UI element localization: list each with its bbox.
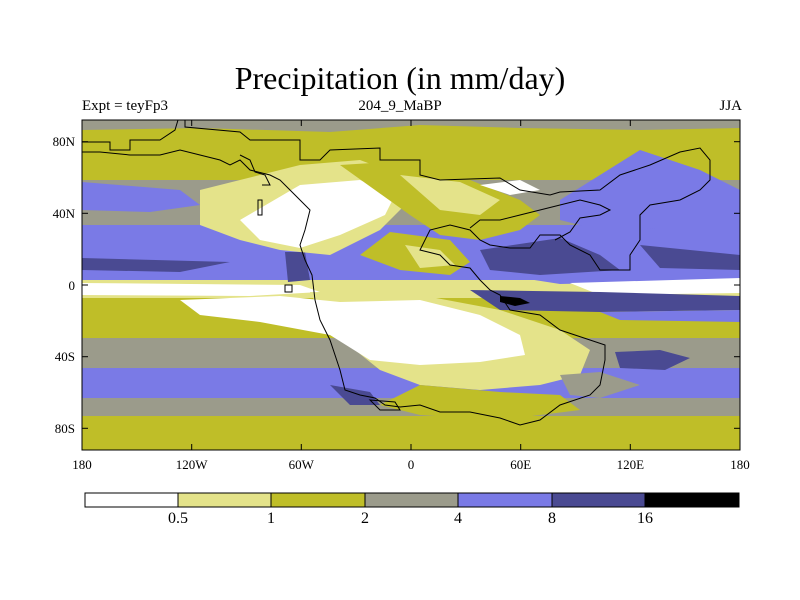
colorbar-box (270, 492, 366, 508)
x-tick-marks (81, 120, 741, 450)
y-tick-label: 40N (53, 206, 76, 221)
x-tick-label: 60E (510, 457, 531, 472)
continent-outlines (82, 120, 711, 426)
colorbar-label: 16 (637, 510, 653, 527)
itcz-navy-far-east (640, 245, 740, 270)
x-tick-label: 120W (176, 457, 209, 472)
x-tick-label: 0 (408, 457, 415, 472)
tethys-pale (405, 245, 455, 268)
y-tick-label: 80S (55, 421, 75, 436)
asia-blue (560, 150, 740, 230)
itcz-navy-west (82, 258, 230, 272)
y-tick-marks (82, 141, 740, 429)
south-navy-east (615, 350, 690, 370)
colorbar-label: 4 (454, 510, 462, 527)
colorbar-label: 1 (267, 510, 275, 527)
season-label: JJA (719, 98, 742, 114)
south-navy-west (330, 385, 380, 405)
y-tick-label: 40S (55, 349, 75, 364)
colorbar-box (644, 492, 740, 508)
itcz-navy-east (480, 238, 620, 275)
equator-white-west (82, 283, 320, 296)
colorbar-label: 8 (548, 510, 556, 527)
time-label: 204_9_MaBP (358, 98, 442, 114)
north-land-pale2 (400, 175, 500, 215)
colorbar-box (177, 492, 272, 508)
equator-navy-east (470, 290, 740, 312)
map-title: Precipitation (in mm/day) (234, 60, 566, 96)
colorbar-box (364, 492, 459, 508)
south-land-white (180, 296, 525, 365)
y-tick-label: 0 (69, 278, 76, 293)
experiment-label: Expt = teyFp3 (82, 98, 168, 114)
south-land-olive (380, 385, 580, 420)
south-coast-extra (368, 399, 401, 411)
colorbar-box (457, 492, 553, 508)
colorbar-label: 0.5 (168, 510, 188, 527)
colorbar-box (84, 492, 179, 508)
arctic-olive (82, 125, 740, 150)
navy-center (285, 252, 310, 282)
colorbar-box (551, 492, 646, 508)
y-tick-label: 80N (53, 134, 76, 149)
equator-white-east (570, 278, 740, 295)
north-land-white (240, 180, 395, 248)
precip-field (82, 120, 740, 450)
x-tick-label: 60W (289, 457, 315, 472)
x-tick-label: 120E (617, 457, 645, 472)
north-islands (239, 154, 293, 293)
colorbar: 0.5 1 2 4 8 16 (84, 492, 740, 527)
asia-inner (469, 199, 612, 241)
colorbar-label: 2 (361, 510, 369, 527)
equator-black-spot (500, 296, 530, 306)
laurasia-outline (82, 120, 711, 426)
x-tick-label: 180 (72, 457, 92, 472)
north-pacific-blue (82, 182, 200, 212)
x-tick-label: 180 (730, 457, 750, 472)
equator-blue-east (600, 310, 740, 322)
